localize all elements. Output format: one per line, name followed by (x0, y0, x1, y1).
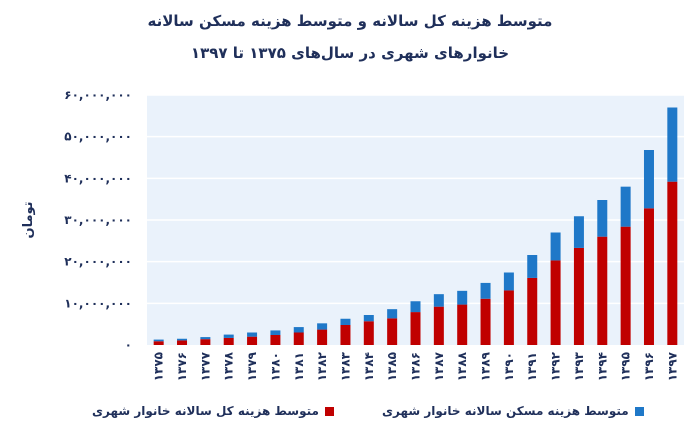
x-tick-label: ۱۳۸۵ (385, 352, 399, 381)
y-tick-label: ۵۰,۰۰۰,۰۰۰ (64, 130, 132, 144)
bar-housing-cost (200, 337, 211, 340)
x-tick-label: ۱۳۸۳ (338, 351, 352, 381)
bar-total-cost (177, 340, 188, 345)
x-tick-label: ۱۳۸۱ (292, 352, 306, 381)
bar-total-cost (550, 260, 561, 345)
legend-label-housing: متوسط هزینه مسکن سالانه خانوار شهری (382, 404, 629, 418)
y-tick-label: ۱۰,۰۰۰,۰۰۰ (64, 296, 132, 310)
x-tick-label: ۱۳۹۷ (665, 351, 679, 381)
bar-total-cost (620, 226, 631, 345)
x-tick-label: ۱۳۸۲ (315, 351, 329, 381)
x-tick-label: ۱۳۹۱ (525, 352, 539, 381)
bar-housing-cost (480, 282, 491, 299)
bar-total-cost (223, 337, 234, 345)
y-tick-label: ۴۰,۰۰۰,۰۰۰ (64, 171, 132, 185)
bar-total-cost (410, 312, 421, 345)
bar-housing-cost (387, 309, 398, 319)
bar-housing-cost (573, 216, 584, 248)
chart-subtitle: خانوارهای شهری در سال‌های ۱۳۷۵ تا ۱۳۹۷ (190, 44, 510, 62)
x-tick-label: ۱۳۸۸ (455, 351, 469, 381)
bar-housing-cost (363, 315, 374, 322)
x-tick-label: ۱۳۹۳ (572, 351, 586, 381)
bar-total-cost (503, 290, 514, 345)
bar-housing-cost (597, 200, 608, 237)
x-tick-label: ۱۳۷۸ (222, 351, 236, 381)
x-tick-label: ۱۳۹۵ (619, 352, 633, 381)
bar-housing-cost (503, 272, 514, 291)
bar-housing-cost (223, 334, 234, 338)
x-tick-label: ۱۳۷۹ (245, 351, 259, 381)
bar-housing-cost (317, 323, 328, 330)
x-tick-label: ۱۳۷۵ (152, 352, 166, 381)
y-tick-label: ۳۰,۰۰۰,۰۰۰ (64, 213, 132, 227)
bar-total-cost (573, 247, 584, 345)
bar-housing-cost (340, 318, 351, 325)
y-tick-label: ۰ (125, 338, 132, 352)
bar-total-cost (247, 336, 258, 345)
x-tick-label: ۱۳۸۹ (479, 351, 493, 381)
bar-total-cost (480, 298, 491, 345)
bar-total-cost (597, 236, 608, 345)
bar-total-cost (340, 325, 351, 345)
x-tick-label: ۱۳۸۴ (362, 352, 376, 381)
legend-swatch-housing (634, 406, 644, 416)
bar-total-cost (270, 335, 281, 345)
bar-total-cost (527, 277, 538, 345)
legend-item-total-cost: متوسط هزینه کل سالانه خانوار شهری (92, 404, 334, 418)
y-axis-label: تومان (21, 201, 36, 238)
bar-housing-cost (550, 232, 561, 261)
x-tick-label: ۱۳۷۶ (175, 352, 189, 381)
bar-total-cost (643, 208, 654, 345)
bar-total-cost (433, 306, 444, 345)
bar-total-cost (293, 332, 304, 345)
bar-housing-cost (643, 150, 654, 209)
x-tick-label: ۱۳۷۷ (198, 351, 212, 381)
x-tick-label: ۱۳۹۲ (549, 351, 563, 381)
bar-total-cost (457, 304, 468, 345)
bar-housing-cost (293, 327, 304, 333)
bar-total-cost (667, 181, 678, 345)
bar-housing-cost (620, 186, 631, 227)
bar-housing-cost (270, 330, 281, 335)
chart-title: متوسط هزینه کل سالانه و متوسط هزینه مسکن… (147, 12, 553, 30)
x-tick-label: ۱۳۸۷ (432, 351, 446, 381)
y-tick-label: ۶۰,۰۰۰,۰۰۰ (64, 88, 132, 102)
x-tick-label: ۱۳۸۶ (409, 352, 423, 381)
bar-housing-cost (410, 301, 421, 313)
bar-housing-cost (527, 255, 538, 278)
bar-housing-cost (247, 332, 258, 337)
bar-housing-cost (667, 107, 678, 182)
x-tick-label: ۱۳۸۰ (268, 352, 282, 381)
y-tick-label: ۲۰,۰۰۰,۰۰۰ (64, 255, 132, 269)
x-tick-label: ۱۳۹۶ (642, 352, 656, 381)
bar-total-cost (317, 329, 328, 345)
bar-housing-cost (153, 339, 164, 342)
bar-total-cost (387, 318, 398, 345)
bar-total-cost (200, 339, 211, 345)
legend-label-total: متوسط هزینه کل سالانه خانوار شهری (92, 404, 319, 418)
bar-housing-cost (457, 290, 468, 305)
x-tick-label: ۱۳۹۴ (595, 352, 609, 381)
bar-total-cost (153, 341, 164, 345)
bar-housing-cost (177, 338, 188, 341)
bar-total-cost (363, 321, 374, 345)
legend-item-housing-cost: متوسط هزینه مسکن سالانه خانوار شهری (382, 404, 644, 418)
bar-housing-cost (433, 294, 444, 307)
x-tick-label: ۱۳۹۰ (502, 352, 516, 381)
legend-swatch-total (324, 406, 334, 416)
